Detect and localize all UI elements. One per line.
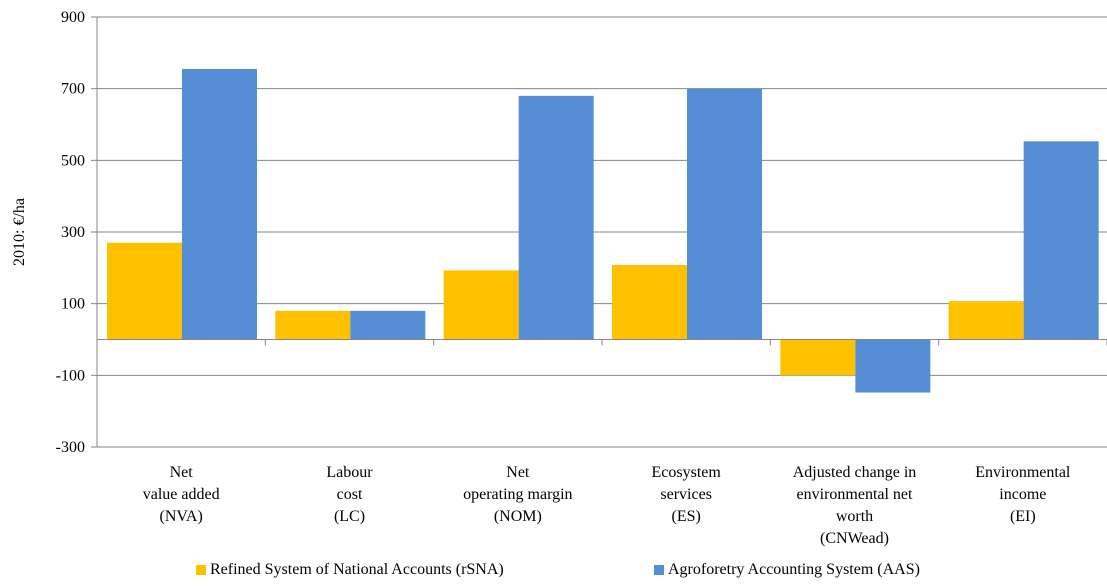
x-category-label: Ecosystem [652, 464, 722, 481]
x-category-label: cost [337, 486, 363, 503]
x-category-label: (EI) [1010, 508, 1036, 525]
y-tick-label: 900 [61, 9, 85, 26]
x-category-label: operating margin [463, 486, 572, 503]
x-category-label: Environmental [975, 464, 1071, 481]
bar-aas [687, 88, 762, 340]
bar-aas [182, 68, 257, 340]
legend-label-rsna: Refined System of National Accounts (rSN… [210, 561, 504, 578]
x-category-label: Net [506, 464, 530, 481]
x-category-label: Net [170, 464, 194, 481]
y-tick-label: 500 [61, 152, 85, 169]
bar-aas [1023, 141, 1099, 340]
legend-item-aas: Agroforetry Accounting System (AAS) [654, 561, 920, 579]
x-category-label: services [660, 486, 712, 503]
x-category-label: (ES) [672, 508, 701, 525]
bar-rsna [948, 301, 1024, 340]
bar-rsna [612, 264, 687, 340]
legend: Refined System of National Accounts (rSN… [0, 561, 1107, 585]
x-category-label: environmental net [797, 486, 914, 503]
bar-aas [855, 339, 931, 393]
x-category-label: (NVA) [160, 508, 203, 525]
x-category-label: Labour [326, 464, 373, 481]
legend-label-aas: Agroforetry Accounting System (AAS) [668, 561, 920, 578]
y-axis-title: 2010: €/ha [11, 198, 28, 266]
bar-aas [350, 310, 426, 340]
bar-rsna [780, 339, 856, 376]
legend-swatch-rsna [196, 565, 206, 575]
axes [91, 16, 1107, 448]
y-tick-label: 700 [61, 81, 85, 98]
x-category-label: (NOM) [494, 508, 542, 525]
bars [107, 68, 1099, 393]
legend-item-rsna: Refined System of National Accounts (rSN… [196, 561, 504, 579]
labels: 900 700 500 300 100 -100 -300 Net value added (NV… [56, 9, 1071, 547]
y-tick-label: 300 [61, 224, 85, 241]
y-tick-label: -100 [56, 367, 85, 384]
y-tick-label: -300 [56, 439, 85, 456]
x-category-label: worth [836, 508, 873, 525]
x-category-label: income [999, 486, 1046, 503]
legend-swatch-aas [654, 565, 664, 575]
y-tick-label: 100 [61, 296, 85, 313]
x-category-label: (CNWead) [820, 530, 889, 547]
bar-rsna [107, 242, 182, 340]
x-category-label: Adjusted change in [793, 464, 917, 481]
x-category-label: value added [143, 486, 220, 503]
bar-aas [518, 95, 594, 340]
gridlines [97, 16, 1107, 448]
chart-canvas: 900 700 500 300 100 -100 -300 Net value added (NV… [11, 9, 1107, 547]
x-category-label: (LC) [334, 508, 365, 525]
bar-rsna [443, 270, 519, 340]
bar-rsna [275, 310, 351, 340]
